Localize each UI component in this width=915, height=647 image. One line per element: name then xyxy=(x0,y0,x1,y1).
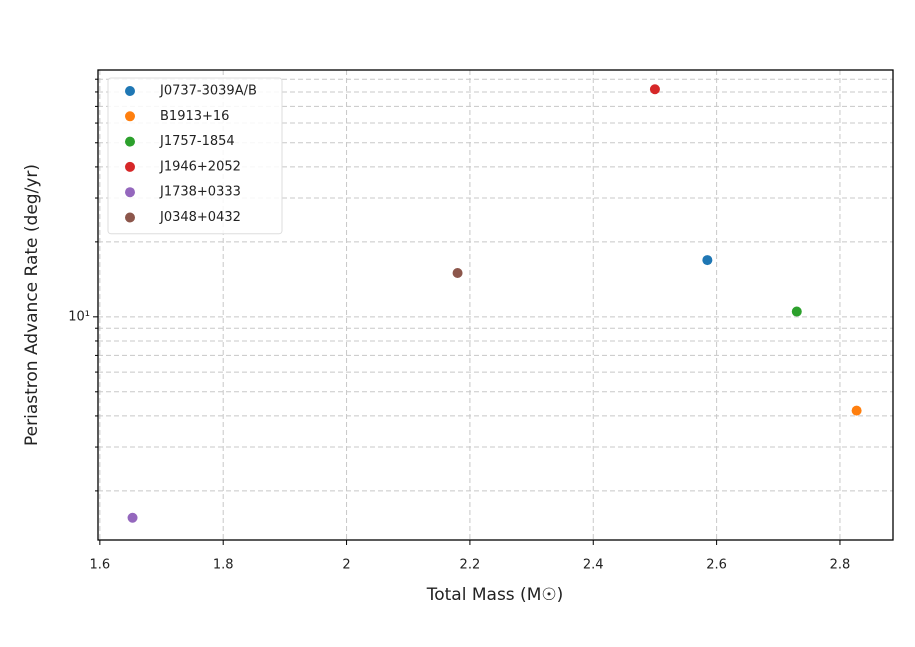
scatter-point xyxy=(127,512,138,523)
legend-marker xyxy=(125,187,135,198)
legend-label: J0737-3039A/B xyxy=(159,84,257,99)
plot-frame xyxy=(97,69,894,541)
legend-marker xyxy=(125,86,135,96)
legend: J0737-3039A/B B1913+16 J1757-1854 J1946+205… xyxy=(107,77,283,235)
scatter-point xyxy=(702,255,713,266)
x-tick-label: 2 xyxy=(342,558,350,573)
scatter-point xyxy=(791,306,802,317)
y-axis-label: Periastron Advance Rate (deg/yr) xyxy=(22,164,42,446)
legend-label: J1946+2052 xyxy=(159,159,241,174)
x-tick-label: 2.2 xyxy=(460,558,481,573)
x-tick-label: 2.8 xyxy=(830,558,851,573)
scatter-point xyxy=(649,84,660,95)
x-tick-label: 1.6 xyxy=(90,558,111,573)
legend-label: B1913+16 xyxy=(160,109,229,124)
legend-box xyxy=(107,77,283,235)
legend-label: J1738+0333 xyxy=(159,185,241,200)
scatter-point xyxy=(452,267,463,278)
y-tick-label: 10¹ xyxy=(68,309,90,324)
legend-marker xyxy=(125,161,135,172)
legend-marker xyxy=(125,111,135,122)
legend-marker xyxy=(125,136,135,147)
x-tick-label: 2.4 xyxy=(583,558,604,573)
x-tick-label: 1.8 xyxy=(213,558,234,573)
legend-marker xyxy=(125,212,135,223)
x-tick-label: 2.6 xyxy=(706,558,727,573)
x-axis-label: Total Mass (M☉) xyxy=(426,585,563,605)
legend-label: J0348+0432 xyxy=(159,210,241,225)
scatter-point xyxy=(851,405,862,416)
legend-label: J1757-1854 xyxy=(159,134,235,149)
